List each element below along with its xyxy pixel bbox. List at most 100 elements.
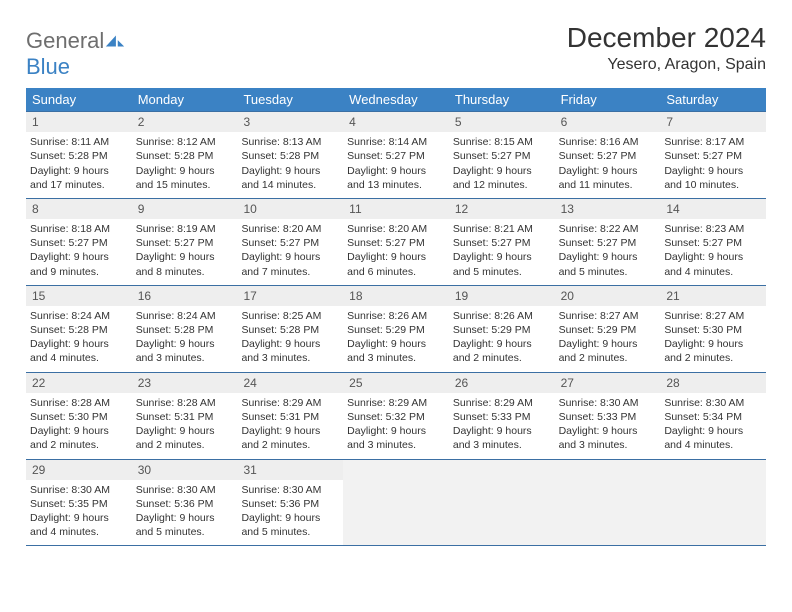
sunrise-text: Sunrise: 8:30 AM: [241, 483, 339, 497]
daylight-text: and 4 minutes.: [30, 525, 128, 539]
blank-cell: [660, 460, 766, 546]
day-number: 10: [237, 199, 343, 219]
week-row: 8 Sunrise: 8:18 AM Sunset: 5:27 PM Daylight…: [26, 198, 766, 285]
sunset-text: Sunset: 5:27 PM: [347, 149, 445, 163]
day-cell: 8Sunrise: 8:18 AMSunset: 5:27 PMDaylight…: [26, 199, 132, 285]
daylight-text: Daylight: 9 hours: [664, 337, 762, 351]
sunset-text: Sunset: 5:36 PM: [136, 497, 234, 511]
day-body: Sunrise: 8:21 AMSunset: 5:27 PMDaylight:…: [449, 222, 555, 279]
sunset-text: Sunset: 5:28 PM: [30, 323, 128, 337]
day-cell: 24Sunrise: 8:29 AMSunset: 5:31 PMDayligh…: [237, 373, 343, 459]
day-cell: 29Sunrise: 8:30 AMSunset: 5:35 PMDayligh…: [26, 460, 132, 546]
daylight-text: Daylight: 9 hours: [453, 250, 551, 264]
day-number: 30: [132, 460, 238, 480]
brand-part1: General: [26, 28, 104, 53]
sunset-text: Sunset: 5:31 PM: [241, 410, 339, 424]
sunrise-text: Sunrise: 8:11 AM: [30, 135, 128, 149]
sunrise-text: Sunrise: 8:29 AM: [453, 396, 551, 410]
sunrise-text: Sunrise: 8:25 AM: [241, 309, 339, 323]
sunrise-text: Sunrise: 8:13 AM: [241, 135, 339, 149]
day-number: 13: [555, 199, 661, 219]
daylight-text: and 4 minutes.: [30, 351, 128, 365]
daylight-text: Daylight: 9 hours: [136, 250, 234, 264]
sunset-text: Sunset: 5:28 PM: [136, 323, 234, 337]
day-header-row: SundayMondayTuesdayWednesdayThursdayFrid…: [26, 88, 766, 111]
day-number: 24: [237, 373, 343, 393]
sunset-text: Sunset: 5:29 PM: [453, 323, 551, 337]
sunset-text: Sunset: 5:27 PM: [559, 236, 657, 250]
sunset-text: Sunset: 5:36 PM: [241, 497, 339, 511]
daylight-text: Daylight: 9 hours: [241, 424, 339, 438]
day-number: 17: [237, 286, 343, 306]
day-cell: 20Sunrise: 8:27 AMSunset: 5:29 PMDayligh…: [555, 286, 661, 372]
day-number: 20: [555, 286, 661, 306]
sunrise-text: Sunrise: 8:19 AM: [136, 222, 234, 236]
daylight-text: Daylight: 9 hours: [347, 337, 445, 351]
daylight-text: and 4 minutes.: [664, 265, 762, 279]
day-number: 8: [26, 199, 132, 219]
sunset-text: Sunset: 5:33 PM: [453, 410, 551, 424]
day-body: Sunrise: 8:30 AMSunset: 5:36 PMDaylight:…: [132, 483, 238, 540]
day-number: 29: [26, 460, 132, 480]
sunrise-text: Sunrise: 8:27 AM: [559, 309, 657, 323]
sunset-text: Sunset: 5:27 PM: [664, 236, 762, 250]
day-number: 5: [449, 112, 555, 132]
day-number: 6: [555, 112, 661, 132]
day-cell: 1 Sunrise: 8:11 AMSunset: 5:28 PMDaylight…: [26, 112, 132, 198]
day-cell: 10 Sunrise: 8:20 AMSunset: 5:27 PMDayligh…: [237, 199, 343, 285]
sunrise-text: Sunrise: 8:30 AM: [559, 396, 657, 410]
daylight-text: and 15 minutes.: [136, 178, 234, 192]
sunrise-text: Sunrise: 8:27 AM: [664, 309, 762, 323]
calendar: SundayMondayTuesdayWednesdayThursdayFrid…: [26, 88, 766, 546]
sunrise-text: Sunrise: 8:18 AM: [30, 222, 128, 236]
location: Yesero, Aragon, Spain: [567, 56, 766, 74]
sunset-text: Sunset: 5:28 PM: [30, 149, 128, 163]
sail-icon: [104, 34, 126, 48]
day-cell: 16Sunrise: 8:24 AMSunset: 5:28 PMDayligh…: [132, 286, 238, 372]
day-body: Sunrise: 8:11 AMSunset: 5:28 PMDaylight:…: [26, 135, 132, 192]
day-body: Sunrise: 8:20 AMSunset: 5:27 PMDaylight:…: [343, 222, 449, 279]
day-cell: 9Sunrise: 8:19 AMSunset: 5:27 PMDaylight…: [132, 199, 238, 285]
daylight-text: Daylight: 9 hours: [559, 164, 657, 178]
day-body: Sunrise: 8:30 AMSunset: 5:36 PMDaylight:…: [237, 483, 343, 540]
sunset-text: Sunset: 5:34 PM: [664, 410, 762, 424]
daylight-text: Daylight: 9 hours: [136, 164, 234, 178]
sunrise-text: Sunrise: 8:12 AM: [136, 135, 234, 149]
day-cell: 18 Sunrise: 8:26 AMSunset: 5:29 PMDayligh…: [343, 286, 449, 372]
day-cell: 3Sunrise: 8:13 AMSunset: 5:28 PMDaylight…: [237, 112, 343, 198]
daylight-text: Daylight: 9 hours: [241, 250, 339, 264]
daylight-text: and 2 minutes.: [241, 438, 339, 452]
sunrise-text: Sunrise: 8:23 AM: [664, 222, 762, 236]
daylight-text: and 8 minutes.: [136, 265, 234, 279]
daylight-text: Daylight: 9 hours: [30, 424, 128, 438]
sunset-text: Sunset: 5:30 PM: [664, 323, 762, 337]
day-number: 1: [26, 112, 132, 132]
daylight-text: and 10 minutes.: [664, 178, 762, 192]
day-body: Sunrise: 8:15 AMSunset: 5:27 PMDaylight:…: [449, 135, 555, 192]
blank-cell: [343, 460, 449, 546]
sunrise-text: Sunrise: 8:28 AM: [30, 396, 128, 410]
day-cell: 25Sunrise: 8:29 AMSunset: 5:32 PMDayligh…: [343, 373, 449, 459]
brand-logo: General Blue: [26, 22, 126, 80]
sunrise-text: Sunrise: 8:30 AM: [30, 483, 128, 497]
day-cell: 27Sunrise: 8:30 AMSunset: 5:33 PMDayligh…: [555, 373, 661, 459]
day-header: Monday: [132, 88, 238, 111]
day-number: 2: [132, 112, 238, 132]
sunset-text: Sunset: 5:27 PM: [453, 149, 551, 163]
day-body: Sunrise: 8:26 AMSunset: 5:29 PMDaylight:…: [343, 309, 449, 366]
day-cell: 21 Sunrise: 8:27 AMSunset: 5:30 PMDayligh…: [660, 286, 766, 372]
day-body: Sunrise: 8:22 AMSunset: 5:27 PMDaylight:…: [555, 222, 661, 279]
daylight-text: and 2 minutes.: [30, 438, 128, 452]
day-cell: 15Sunrise: 8:24 AMSunset: 5:28 PMDayligh…: [26, 286, 132, 372]
day-number: 11: [343, 199, 449, 219]
sunrise-text: Sunrise: 8:20 AM: [241, 222, 339, 236]
day-number: 18: [343, 286, 449, 306]
header: General Blue December 2024 Yesero, Arago…: [26, 22, 766, 80]
daylight-text: and 2 minutes.: [453, 351, 551, 365]
day-number: 14: [660, 199, 766, 219]
day-body: Sunrise: 8:20 AMSunset: 5:27 PMDaylight:…: [237, 222, 343, 279]
day-cell: 2Sunrise: 8:12 AMSunset: 5:28 PMDaylight…: [132, 112, 238, 198]
day-cell: 22Sunrise: 8:28 AMSunset: 5:30 PMDayligh…: [26, 373, 132, 459]
sunset-text: Sunset: 5:33 PM: [559, 410, 657, 424]
day-number: 21: [660, 286, 766, 306]
